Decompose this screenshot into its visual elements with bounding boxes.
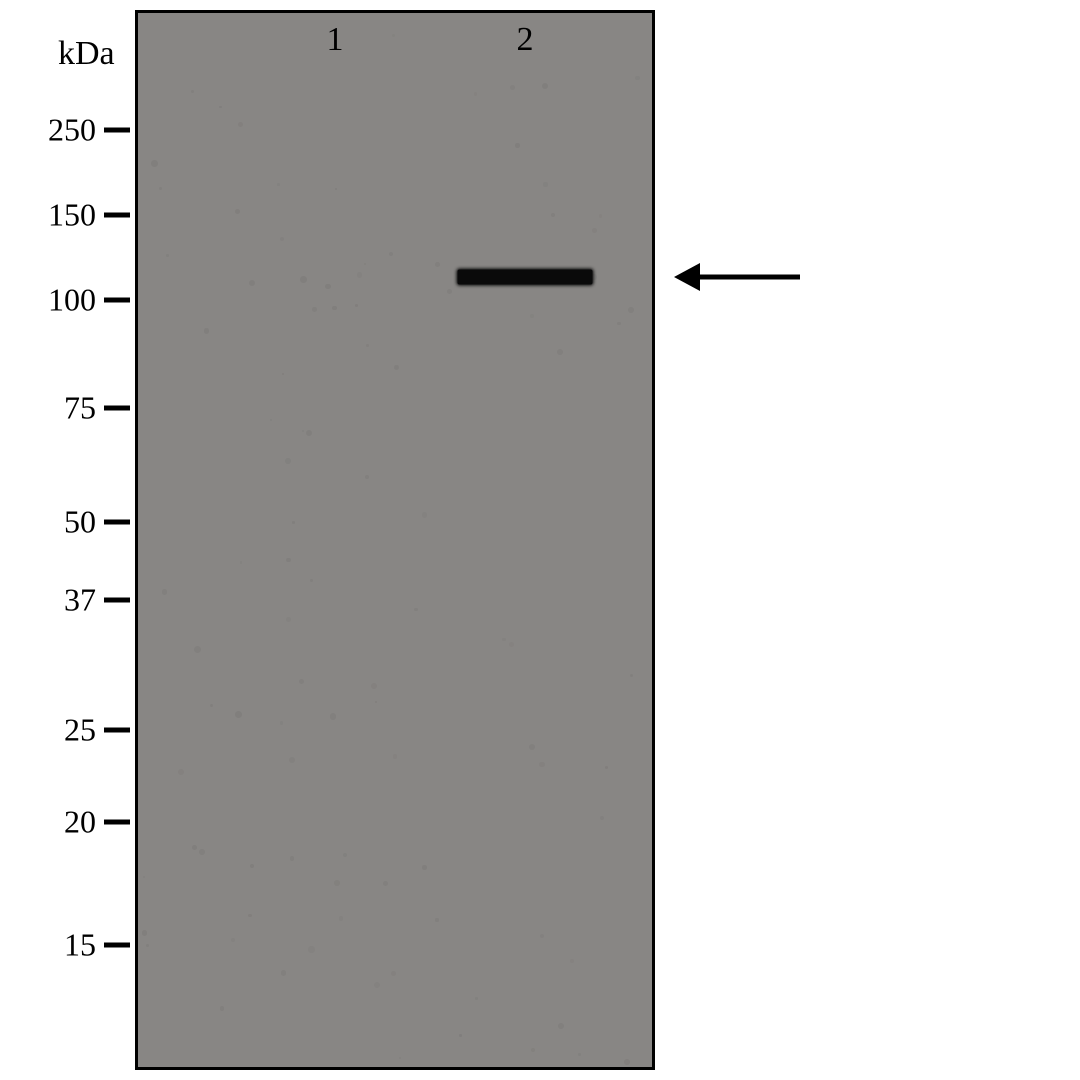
mw-marker-label: 50 bbox=[64, 504, 96, 541]
mw-marker-tick bbox=[104, 820, 130, 825]
axis-unit-label: kDa bbox=[58, 35, 115, 73]
protein-band bbox=[458, 270, 593, 285]
mw-marker-tick bbox=[104, 128, 130, 133]
mw-marker-tick bbox=[104, 520, 130, 525]
mw-marker-label: 25 bbox=[64, 712, 96, 749]
mw-marker-label: 100 bbox=[48, 282, 96, 319]
lane-label: 1 bbox=[327, 21, 344, 59]
lane-label: 2 bbox=[517, 21, 534, 59]
mw-marker-label: 250 bbox=[48, 112, 96, 149]
mw-marker-label: 37 bbox=[64, 582, 96, 619]
mw-marker-tick bbox=[104, 406, 130, 411]
mw-marker-tick bbox=[104, 298, 130, 303]
mw-marker-tick bbox=[104, 598, 130, 603]
mw-marker-label: 75 bbox=[64, 390, 96, 427]
mw-marker-tick bbox=[104, 213, 130, 218]
blot-membrane bbox=[135, 10, 655, 1070]
mw-marker-tick bbox=[104, 728, 130, 733]
mw-marker-label: 20 bbox=[64, 804, 96, 841]
mw-marker-label: 150 bbox=[48, 197, 96, 234]
western-blot-figure: kDa 250 150 100 75 50 37 25 20 15 1 2 bbox=[0, 0, 1080, 1080]
band-arrow-shaft bbox=[700, 275, 800, 280]
band-arrow-head-icon bbox=[674, 263, 700, 291]
mw-marker-tick bbox=[104, 943, 130, 948]
mw-marker-label: 15 bbox=[64, 927, 96, 964]
